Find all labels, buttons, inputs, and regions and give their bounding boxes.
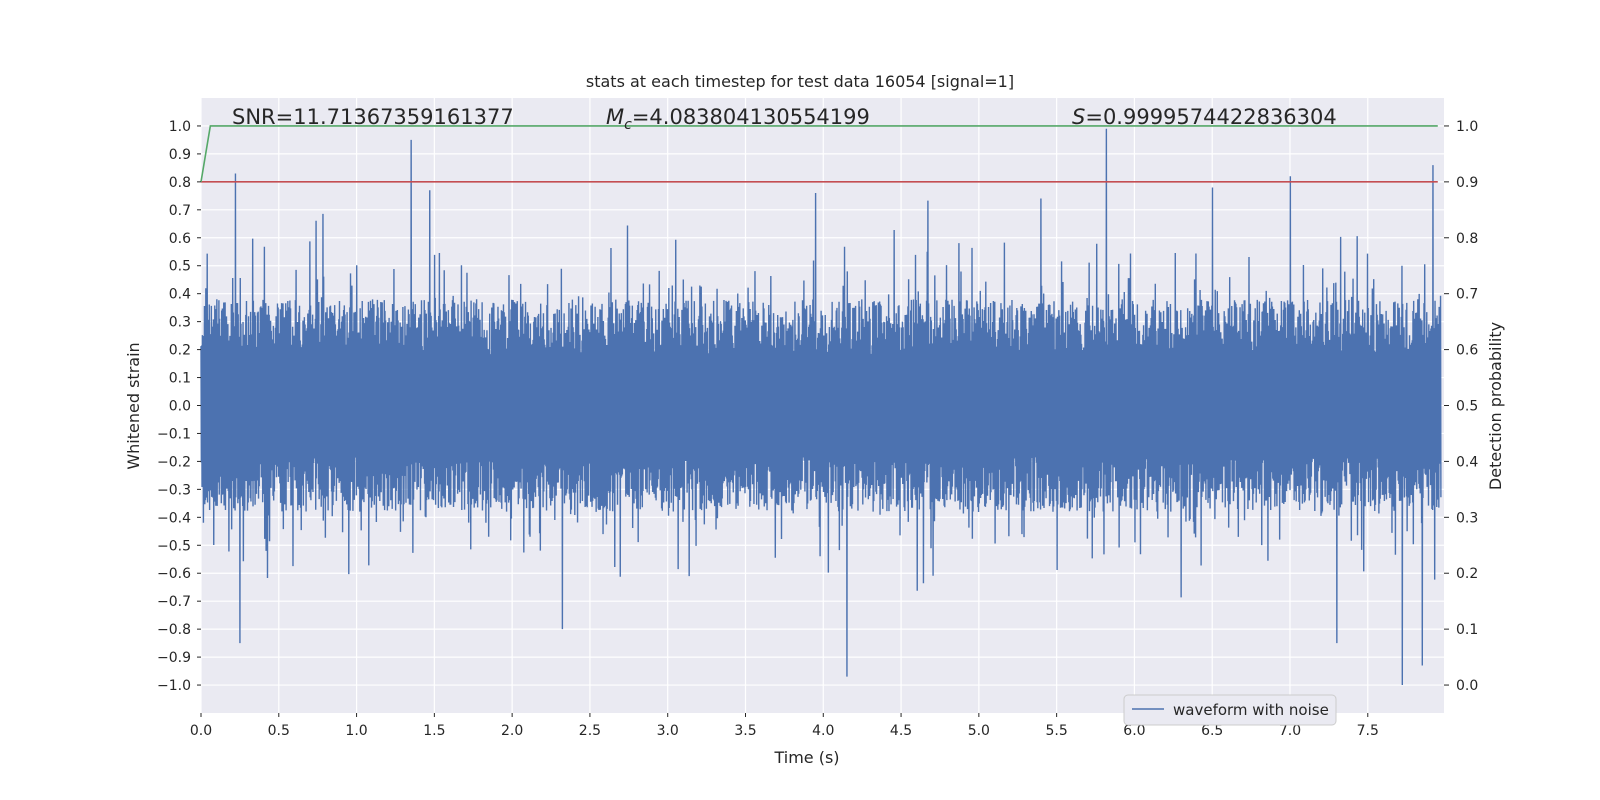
x-tick-label: 2.5 xyxy=(579,723,601,739)
y-tick-label: −0.5 xyxy=(157,538,191,554)
x-tick-label: 1.5 xyxy=(423,723,445,739)
legend: waveform with noise xyxy=(1123,694,1337,726)
snr-annotation: SNR=11.71367359161377 xyxy=(232,105,514,129)
y2-axis-ticks: 1.0 0.9 0.8 0.7 0.6 0.5 0.4 0.3 0.2 0.1 0.0 xyxy=(1444,119,1478,694)
y-tick-label: 1.0 xyxy=(169,119,191,135)
y-tick-label: 0.7 xyxy=(169,203,191,219)
x-tick-label: 3.0 xyxy=(657,723,679,739)
x-tick-label: 1.0 xyxy=(345,723,367,739)
y2-tick-label: 0.1 xyxy=(1456,622,1478,638)
y-tick-label: −0.2 xyxy=(157,454,191,470)
y-tick-label: −0.6 xyxy=(157,566,191,582)
waveform-series xyxy=(200,128,1442,686)
x-tick-label: 7.5 xyxy=(1357,723,1379,739)
x-tick-label: 2.0 xyxy=(501,723,523,739)
x-tick-label: 4.5 xyxy=(890,723,912,739)
y2-tick-label: 0.8 xyxy=(1456,231,1478,247)
x-tick-label: 3.5 xyxy=(734,723,756,739)
chirp-mass-subscript: c xyxy=(624,117,632,133)
legend-label: waveform with noise xyxy=(1173,701,1329,719)
y-tick-label: −0.8 xyxy=(157,622,191,638)
y2-tick-label: 0.2 xyxy=(1456,566,1478,582)
series-layer xyxy=(200,125,1442,686)
y-tick-label: 0.2 xyxy=(169,343,191,359)
x-axis-label: Time (s) xyxy=(773,748,839,767)
y2-tick-label: 0.0 xyxy=(1456,678,1478,694)
y-tick-label: 0.8 xyxy=(169,175,191,191)
x-axis-ticks: 0.0 0.5 1.0 1.5 2.0 2.5 3.0 3.5 4.0 4.5 5.0 5.5 6.0 6… xyxy=(190,713,1379,739)
x-tick-label: 0.0 xyxy=(190,723,212,739)
y2-tick-label: 0.7 xyxy=(1456,287,1478,303)
legend-box xyxy=(1123,694,1337,726)
y2-tick-label: 0.4 xyxy=(1456,454,1478,470)
y2-tick-label: 0.9 xyxy=(1456,175,1478,191)
score-value: =0.9999574422836304 xyxy=(1085,105,1336,129)
chirp-mass-value: =4.083804130554199 xyxy=(632,105,870,129)
x-tick-label: 6.0 xyxy=(1123,723,1145,739)
detection-probability-series xyxy=(200,125,1438,182)
chart-title: stats at each timestep for test data 160… xyxy=(586,72,1014,91)
y-tick-label: −1.0 xyxy=(157,678,191,694)
y-axis-label: Whitened strain xyxy=(124,342,143,469)
chirp-mass-annotation: Mc=4.083804130554199 xyxy=(606,105,870,133)
score-annotation: S=0.9999574422836304 xyxy=(1072,105,1337,129)
y-tick-label: 0.4 xyxy=(169,287,191,303)
y-tick-label: −0.3 xyxy=(157,482,191,498)
y-tick-label: −0.1 xyxy=(157,426,191,442)
y2-tick-label: 0.5 xyxy=(1456,399,1478,415)
y-tick-label: 0.5 xyxy=(169,259,191,275)
y-axis-ticks: 1.0 0.9 0.8 0.7 0.6 0.5 0.4 0.3 0.2 0.1 0.0 −0.1 −0.… xyxy=(157,119,201,694)
y-tick-label: 0.6 xyxy=(169,231,191,247)
y-tick-label: −0.4 xyxy=(157,510,191,526)
x-tick-label: 6.5 xyxy=(1201,723,1223,739)
score-symbol: S xyxy=(1072,105,1085,129)
x-tick-label: 7.0 xyxy=(1279,723,1301,739)
chirp-mass-symbol: M xyxy=(606,105,624,129)
y2-tick-label: 0.3 xyxy=(1456,510,1478,526)
y2-tick-label: 1.0 xyxy=(1456,119,1478,135)
y-tick-label: 0.3 xyxy=(169,315,191,331)
x-tick-label: 5.5 xyxy=(1045,723,1067,739)
y2-axis-label: Detection probability xyxy=(1486,322,1505,490)
y2-tick-label: 0.6 xyxy=(1456,343,1478,359)
y-tick-label: −0.7 xyxy=(157,594,191,610)
y-tick-label: 0.9 xyxy=(169,147,191,163)
y-tick-label: 0.0 xyxy=(169,399,191,415)
y-tick-label: −0.9 xyxy=(157,650,191,666)
x-tick-label: 5.0 xyxy=(968,723,990,739)
y-tick-label: 0.1 xyxy=(169,371,191,387)
x-tick-label: 4.0 xyxy=(812,723,834,739)
x-tick-label: 0.5 xyxy=(268,723,290,739)
